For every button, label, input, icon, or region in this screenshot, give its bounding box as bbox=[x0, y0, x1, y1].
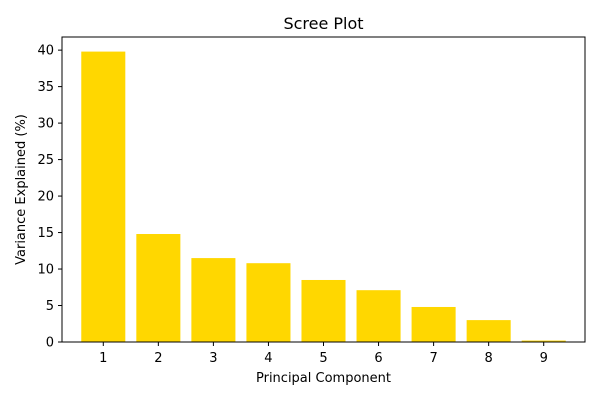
x-tick-label: 8 bbox=[485, 351, 493, 366]
bar-pc-8 bbox=[466, 320, 511, 342]
y-tick-label: 20 bbox=[37, 190, 54, 205]
x-tick-label: 5 bbox=[319, 351, 327, 366]
bar-pc-7 bbox=[411, 306, 456, 342]
y-tick-label: 30 bbox=[37, 117, 54, 132]
x-tick-label: 6 bbox=[374, 351, 382, 366]
y-tick-label: 35 bbox=[37, 80, 54, 95]
x-tick-label: 4 bbox=[264, 351, 272, 366]
bar-pc-6 bbox=[356, 290, 401, 342]
bar-pc-9 bbox=[521, 340, 566, 342]
bar-pc-2 bbox=[136, 234, 181, 342]
x-tick-label: 3 bbox=[209, 351, 217, 366]
x-tick-label: 9 bbox=[540, 351, 548, 366]
x-tick-label: 2 bbox=[154, 351, 162, 366]
y-axis-ticks: 0 5 10 15 20 25 30 35 40 bbox=[37, 44, 62, 351]
y-tick-label: 25 bbox=[37, 153, 54, 168]
y-tick-label: 40 bbox=[37, 44, 54, 59]
chart-title: Scree Plot bbox=[283, 14, 363, 33]
bar-pc-5 bbox=[301, 279, 346, 342]
y-tick-label: 10 bbox=[37, 263, 54, 278]
y-tick-label: 0 bbox=[46, 336, 54, 351]
bars-group bbox=[81, 51, 566, 343]
x-tick-label: 7 bbox=[429, 351, 437, 366]
y-axis-label: Variance Explained (%) bbox=[14, 114, 29, 265]
plot-frame bbox=[61, 36, 586, 343]
x-tick-label: 1 bbox=[99, 351, 107, 366]
y-tick-label: 15 bbox=[37, 226, 54, 241]
x-axis-label: Principal Component bbox=[256, 371, 391, 386]
bar-pc-4 bbox=[246, 263, 291, 342]
x-axis-ticks: 1 2 3 4 5 6 7 8 9 bbox=[99, 342, 548, 366]
y-tick-label: 5 bbox=[46, 299, 54, 314]
bar-pc-3 bbox=[191, 258, 236, 342]
bar-pc-1 bbox=[81, 51, 126, 343]
